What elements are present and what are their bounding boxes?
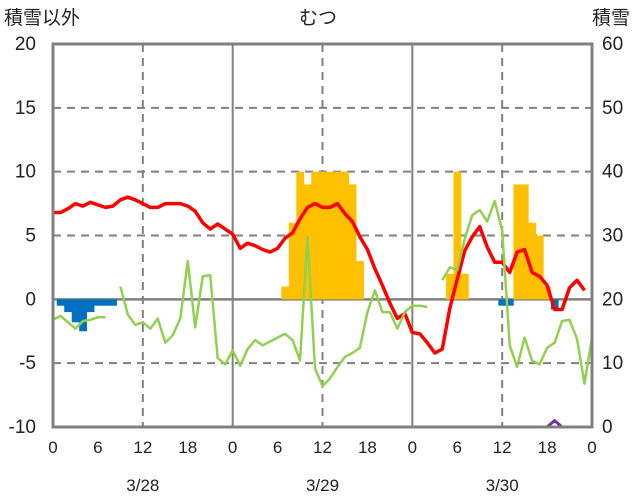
precip-bar	[498, 299, 507, 306]
x-tick-label: 12	[493, 438, 512, 457]
right-tick-label: 20	[602, 289, 623, 310]
date-label: 3/30	[486, 476, 519, 495]
x-tick-label: 6	[93, 438, 102, 457]
snowfall-bar	[326, 171, 335, 300]
snowfall-bar	[318, 171, 327, 300]
snowfall-bar	[296, 171, 305, 300]
right-tick-label: 0	[602, 417, 613, 438]
wind-line	[52, 199, 594, 388]
snowfall-bar	[520, 184, 529, 300]
x-tick-label: 6	[453, 438, 462, 457]
right-tick-label: 30	[602, 226, 623, 247]
precip-bar	[56, 299, 65, 306]
x-tick-label: 0	[48, 438, 57, 457]
x-tick-label: 18	[178, 438, 197, 457]
right-tick-label: 10	[602, 353, 623, 374]
x-tick-label: 0	[228, 438, 237, 457]
x-tick-label: 0	[408, 438, 417, 457]
snowfall-bar	[543, 286, 552, 300]
snowfall-bar	[288, 222, 297, 300]
snowfall-bar	[460, 273, 469, 300]
precip-bar	[71, 299, 80, 323]
right-tick-label: 40	[602, 162, 623, 183]
date-label: 3/28	[126, 476, 159, 495]
x-tick-label: 12	[133, 438, 152, 457]
x-tick-label: 18	[538, 438, 557, 457]
chart-title: むつ	[299, 8, 337, 29]
right-axis-title: 積雪	[592, 7, 630, 29]
snowfall-bar	[356, 261, 364, 300]
right-tick-label: 60	[602, 34, 623, 55]
left-tick-label: -5	[19, 353, 36, 374]
snowfall-bar	[453, 171, 462, 300]
precip-bar	[101, 299, 110, 306]
snowfall-bar	[446, 273, 454, 300]
left-tick-label: 20	[15, 34, 36, 55]
left-tick-label: -10	[9, 417, 36, 438]
precip-bar	[94, 299, 102, 306]
snowfall-bar	[333, 171, 342, 300]
left-axis-title: 積雪以外	[4, 7, 80, 29]
snowfall-bar	[341, 171, 350, 300]
x-tick-label: 0	[587, 438, 596, 457]
snowfall-bar	[311, 171, 320, 300]
precip-bar	[64, 299, 73, 313]
left-tick-label: 5	[25, 226, 36, 247]
x-tick-label: 18	[358, 438, 377, 457]
x-tick-label: 6	[273, 438, 282, 457]
plot-frame	[51, 42, 594, 429]
snowfall-bar	[535, 235, 544, 300]
left-tick-label: 15	[15, 98, 36, 119]
snowfall-bar	[513, 184, 522, 300]
right-tick-label: 50	[602, 98, 623, 119]
snowfall-bar	[528, 222, 537, 300]
snowfall-bar	[281, 286, 290, 300]
left-tick-label: 0	[25, 289, 36, 310]
precip-bar	[505, 299, 514, 306]
x-tick-label: 12	[313, 438, 332, 457]
temperature-line	[53, 195, 586, 355]
precip-bar	[109, 299, 117, 306]
precip-bar	[86, 299, 95, 313]
left-tick-label: 10	[15, 162, 36, 183]
precip-bar	[79, 299, 87, 332]
snowfall-bar	[348, 184, 357, 300]
date-label: 3/29	[306, 476, 339, 495]
